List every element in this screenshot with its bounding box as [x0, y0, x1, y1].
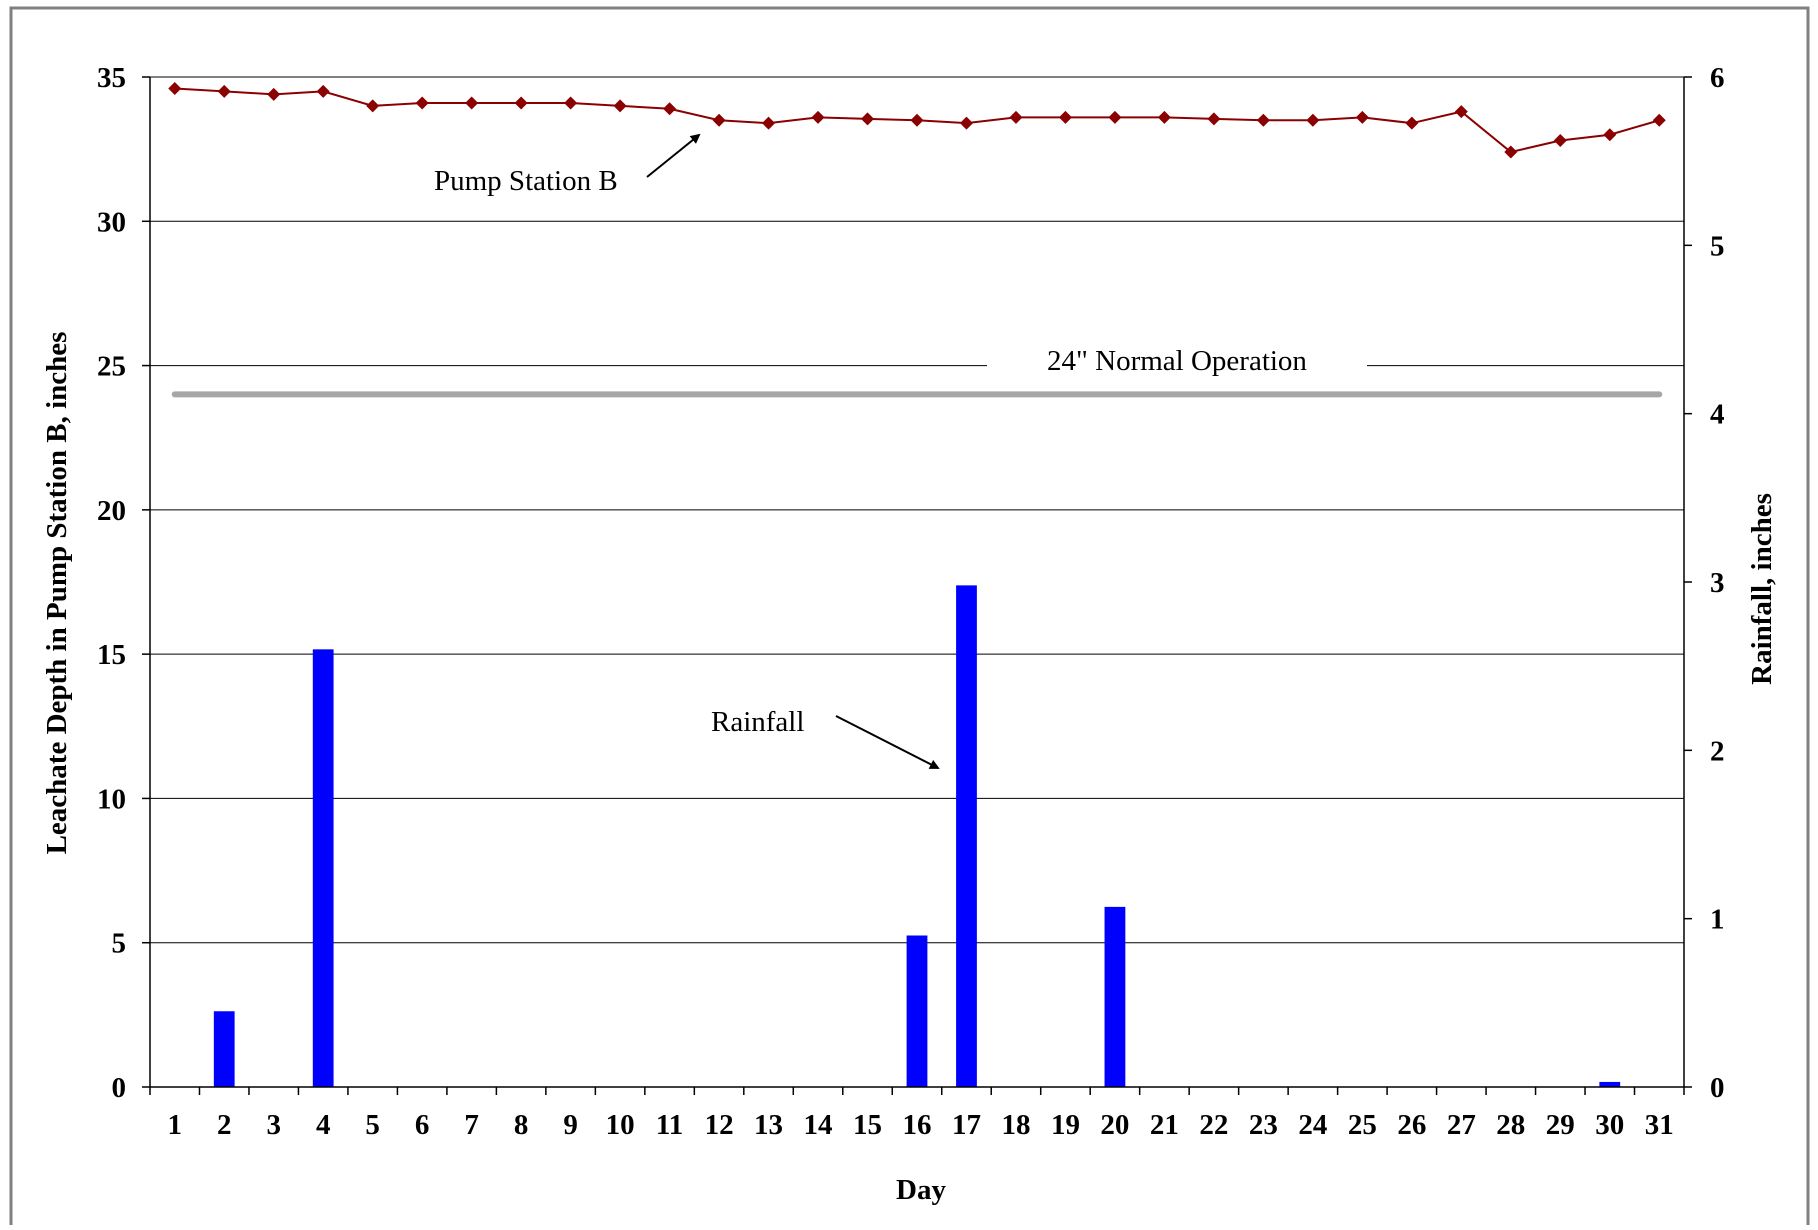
left-tick-label: 10	[97, 783, 126, 815]
left-tick-label: 35	[97, 62, 126, 94]
pump-station-point	[1603, 128, 1617, 142]
pump-station-point	[217, 84, 231, 98]
pump-station-point	[861, 112, 875, 126]
pump-station-line	[168, 82, 1666, 159]
pump-station-point	[910, 113, 924, 127]
x-tick-label: 26	[1397, 1109, 1426, 1141]
pump-station-point	[762, 116, 776, 130]
pump-station-point	[168, 82, 182, 96]
pump-station-point	[1009, 110, 1023, 124]
rainfall-bar	[1104, 906, 1126, 1087]
x-axis-title: Day	[896, 1174, 946, 1206]
axes	[142, 76, 1692, 1095]
pump-station-point	[1504, 145, 1518, 159]
right-tick-label: 0	[1710, 1072, 1725, 1104]
pump-station-point	[959, 116, 973, 130]
pump-station-point	[712, 113, 726, 127]
left-tick-label: 15	[97, 639, 126, 671]
left-tick-label: 5	[112, 928, 127, 960]
x-tick-label: 28	[1496, 1109, 1525, 1141]
pump-station-point	[1454, 105, 1468, 119]
pump-station-point	[1553, 133, 1567, 147]
x-tick-label: 27	[1447, 1109, 1476, 1141]
x-tick-label: 14	[804, 1109, 833, 1141]
rainfall-bar	[906, 935, 928, 1087]
left-tick-label: 25	[97, 351, 126, 383]
x-tick-label: 20	[1100, 1109, 1129, 1141]
rainfall-bar	[213, 1011, 235, 1087]
x-tick-label: 24	[1298, 1109, 1327, 1141]
rainfall-bar	[312, 649, 334, 1087]
x-tick-label: 8	[514, 1109, 529, 1141]
pump-station-point	[514, 96, 528, 110]
rainfall-annotation: Rainfall	[711, 706, 804, 738]
x-tick-label: 29	[1546, 1109, 1575, 1141]
pump-station-point	[1355, 110, 1369, 124]
pump-station-point	[267, 87, 281, 101]
pump-station-point	[1256, 113, 1270, 127]
pump-station-arrow	[646, 133, 701, 178]
pump-station-point	[1652, 113, 1666, 127]
pump-station-point	[1108, 110, 1122, 124]
x-tick-label: 5	[365, 1109, 380, 1141]
x-tick-label: 12	[705, 1109, 734, 1141]
pump-station-point	[316, 84, 330, 98]
x-tick-label: 30	[1595, 1109, 1624, 1141]
right-tick-label: 4	[1710, 399, 1725, 431]
right-tick-label: 5	[1710, 230, 1725, 262]
x-tick-label: 22	[1199, 1109, 1228, 1141]
normal-operation-label: 24" Normal Operation	[1047, 345, 1307, 377]
y2-axis-title: Rainfall, inches	[1746, 493, 1778, 685]
right-tick-label: 3	[1710, 567, 1725, 599]
pump-station-annotation: Pump Station B	[434, 165, 618, 197]
rainfall-bars	[213, 585, 1621, 1087]
pump-station-point	[465, 96, 479, 110]
x-tick-label: 13	[754, 1109, 783, 1141]
x-tick-label: 4	[316, 1109, 331, 1141]
x-tick-label: 10	[606, 1109, 635, 1141]
x-tick-label: 21	[1150, 1109, 1179, 1141]
pump-station-point	[564, 96, 578, 110]
x-tick-label: 25	[1348, 1109, 1377, 1141]
right-tick-label: 2	[1710, 735, 1725, 767]
y-axis-title: Leachate Depth in Pump Station B, inches	[41, 332, 73, 855]
right-tick-label: 1	[1710, 904, 1725, 936]
x-tick-label: 3	[266, 1109, 281, 1141]
pump-station-point	[613, 99, 627, 113]
pump-station-point	[415, 96, 429, 110]
rainfall-bar	[956, 585, 977, 1087]
pump-station-point	[366, 99, 380, 113]
right-tick-label: 6	[1710, 62, 1725, 94]
rainfall-arrow	[835, 715, 940, 769]
pump-station-point	[1207, 112, 1221, 126]
pump-station-point	[663, 102, 677, 116]
left-tick-label: 0	[112, 1072, 127, 1104]
x-tick-label: 16	[903, 1109, 932, 1141]
rainfall-bar	[1599, 1081, 1621, 1087]
pump-station-point	[1157, 110, 1171, 124]
pump-station-point	[811, 110, 825, 124]
reference-label-background	[987, 340, 1367, 382]
x-tick-label: 6	[415, 1109, 430, 1141]
x-tick-label: 23	[1249, 1109, 1278, 1141]
x-tick-label: 18	[1001, 1109, 1030, 1141]
x-tick-label: 1	[167, 1109, 182, 1141]
left-tick-label: 20	[97, 495, 126, 527]
grid-lines	[150, 76, 1684, 944]
pump-station-point	[1306, 113, 1320, 127]
x-tick-label: 11	[656, 1109, 683, 1141]
x-tick-label: 17	[952, 1109, 981, 1141]
x-tick-label: 31	[1645, 1109, 1674, 1141]
x-tick-label: 9	[563, 1109, 578, 1141]
pump-station-point	[1058, 110, 1072, 124]
x-tick-label: 15	[853, 1109, 882, 1141]
left-tick-label: 30	[97, 206, 126, 238]
x-tick-label: 7	[464, 1109, 479, 1141]
pump-station-point	[1405, 116, 1419, 130]
x-tick-label: 2	[217, 1109, 232, 1141]
x-tick-label: 19	[1051, 1109, 1080, 1141]
